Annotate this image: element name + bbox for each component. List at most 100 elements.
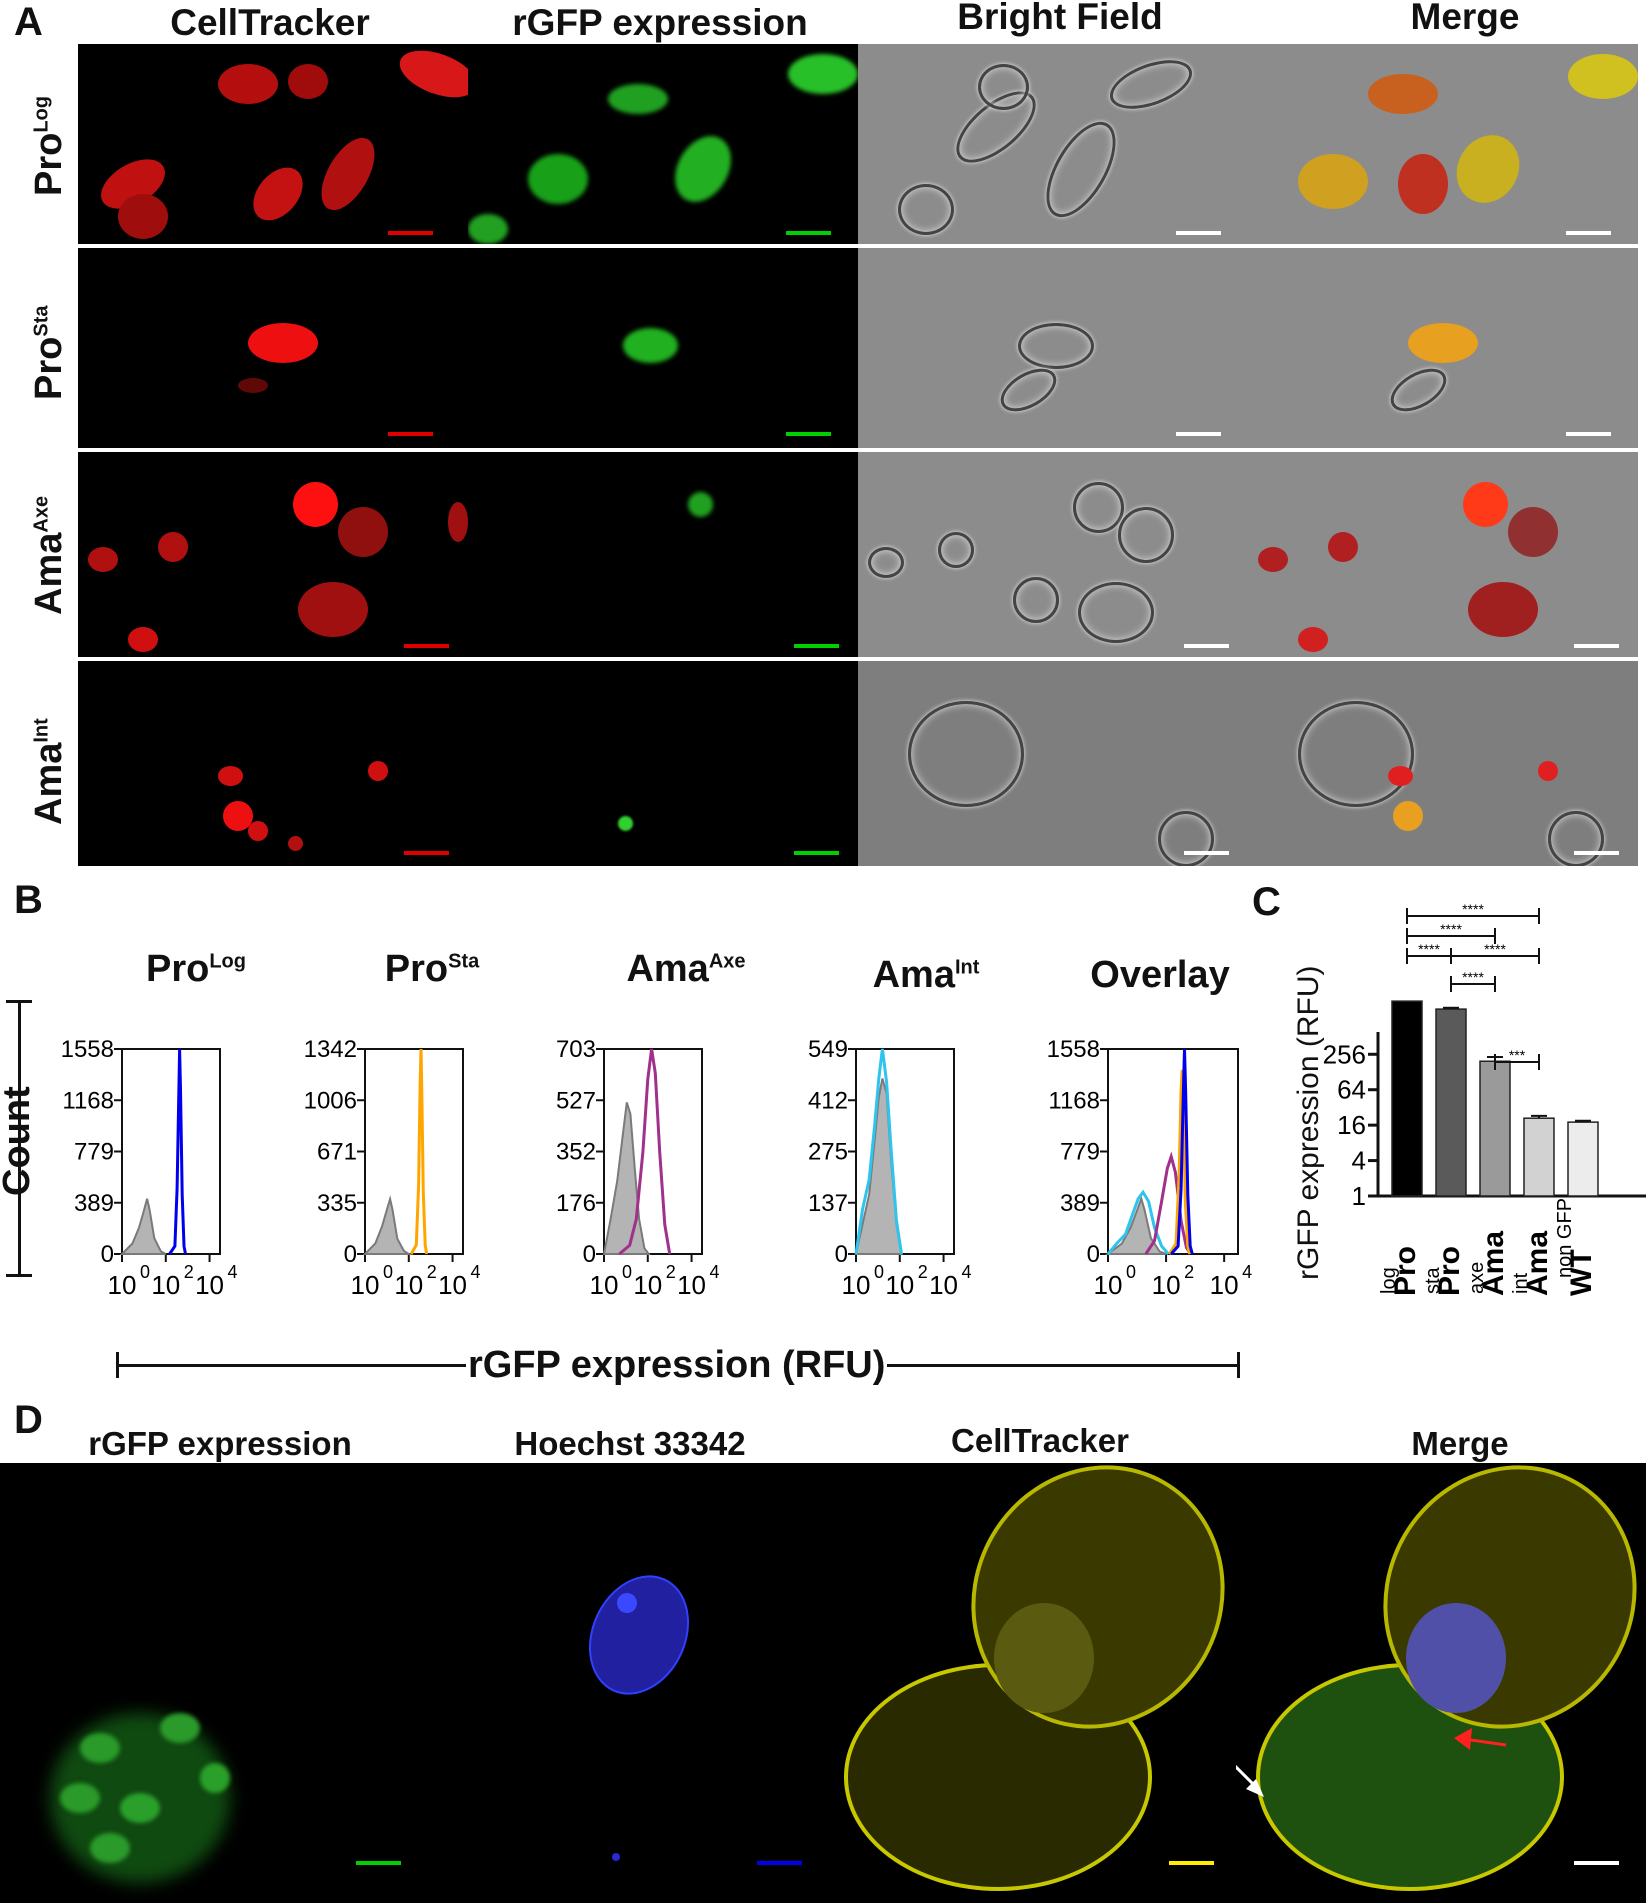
x-tick-exponent: 2 (1184, 1262, 1194, 1282)
count-bracket-top (6, 1000, 32, 1003)
image-prolog-rgfp (468, 44, 858, 244)
rfu-axis-label: rGFP expression (RFU) (466, 1344, 888, 1387)
series-ama-axe (1144, 1151, 1192, 1255)
hist-frame (1107, 1048, 1239, 1255)
bar-0 (1391, 1000, 1423, 1197)
y-tick-label: 549 (808, 1036, 848, 1063)
y-tick-label: 0 (101, 1241, 114, 1268)
count-bracket-bottom (6, 1274, 32, 1277)
y-tick-label: 1558 (61, 1036, 114, 1063)
significance-bracket: **** (1450, 941, 1540, 964)
image-amaint-celltracker (78, 661, 468, 866)
x-tick-exponent: 4 (962, 1262, 972, 1282)
significance-bracket: **** (1450, 969, 1496, 992)
x-tick-label: 10 (108, 1270, 137, 1300)
image-prosta-brightfield (858, 248, 1248, 448)
x-tick-exponent: 2 (918, 1262, 928, 1282)
significance-bracket: **** (1406, 921, 1496, 944)
series-ama-int (854, 1048, 903, 1255)
y-tick-label: 412 (808, 1087, 848, 1114)
x-tick-exponent: 0 (383, 1262, 393, 1282)
bar-y-tick-label: 16 (1337, 1110, 1366, 1140)
count-bracket-vertical (18, 1000, 21, 1276)
significance-label: **** (1440, 921, 1462, 937)
image-amaaxe-merge (1248, 452, 1638, 657)
panel-b-letter: B (14, 878, 43, 922)
series-pro-log (1170, 1048, 1194, 1255)
image-prolog-merge (1248, 44, 1638, 244)
y-tick-label: 527 (556, 1087, 596, 1114)
y-tick-label: 0 (583, 1241, 596, 1268)
hist-title-amaaxe: AmaAxe (626, 948, 746, 990)
significance-label: **** (1462, 901, 1484, 917)
y-tick-label: 176 (556, 1190, 596, 1217)
x-tick-label: 10 (590, 1270, 619, 1300)
series-pro-log (168, 1048, 187, 1255)
bar-2 (1479, 1060, 1511, 1197)
bar-y-tick-label: 4 (1352, 1146, 1366, 1176)
y-tick-label: 275 (808, 1139, 848, 1166)
x-tick-label: 10 (842, 1270, 871, 1300)
x-tick-label: 10 (195, 1270, 224, 1300)
image-d-rgfp (0, 1463, 412, 1903)
panel-d-col-celltracker: CellTracker (951, 1422, 1129, 1459)
bar-category-label: Ama (1477, 1231, 1510, 1296)
y-tick-label: 1006 (304, 1087, 357, 1114)
bar-category-sup: log (1378, 1267, 1400, 1294)
bar-category-sup: non GFP (1554, 1198, 1576, 1278)
y-tick-label: 1168 (1048, 1087, 1100, 1114)
series-pro-sta (1168, 1069, 1192, 1255)
hist-title-prosta: ProSta (384, 948, 480, 990)
x-tick-label: 10 (885, 1270, 914, 1300)
hist-frame (121, 1048, 221, 1255)
x-tick-exponent: 0 (874, 1262, 884, 1282)
image-prosta-rgfp (468, 248, 858, 448)
image-d-hoechst (412, 1463, 824, 1903)
panel-d-col-rgfp: rGFP expression (88, 1425, 352, 1462)
bar-category-sup: sta (1422, 1266, 1444, 1294)
x-tick-label: 10 (1094, 1270, 1123, 1300)
significance-label: **** (1462, 969, 1484, 985)
significance-bracket: **** (1406, 901, 1540, 924)
bar-category-sup: axe (1466, 1262, 1488, 1294)
panel-a-col-brightfield: Bright Field (957, 0, 1163, 37)
significance-label: **** (1418, 941, 1440, 957)
image-d-celltracker (824, 1463, 1236, 1903)
x-tick-label: 10 (151, 1270, 180, 1300)
panel-d-col-hoechst: Hoechst 33342 (514, 1425, 746, 1462)
x-tick-label: 10 (633, 1270, 662, 1300)
y-tick-label: 352 (556, 1139, 596, 1166)
image-d-merge (1236, 1463, 1646, 1903)
bar-y-tick-label: 64 (1337, 1075, 1366, 1105)
y-tick-label: 703 (556, 1036, 596, 1063)
hist-title-overlay: Overlay (1090, 954, 1230, 996)
panel-a-row-prolog: ProLog (28, 95, 70, 196)
rfu-bracket-right (1237, 1352, 1240, 1378)
bar-category-sup: int (1510, 1272, 1532, 1294)
x-tick-exponent: 4 (471, 1262, 481, 1282)
image-prosta-celltracker (78, 248, 468, 448)
y-tick-label: 0 (344, 1241, 357, 1268)
significance-bracket: *** (1494, 1047, 1540, 1070)
bar-category-label: Ama (1521, 1231, 1554, 1296)
x-tick-exponent: 2 (184, 1262, 194, 1282)
panel-a-row-amaaxe: AmaAxe (28, 495, 70, 615)
significance-label: *** (1509, 1047, 1526, 1063)
y-tick-label: 335 (317, 1190, 357, 1217)
bar-3 (1523, 1117, 1555, 1197)
image-amaaxe-brightfield (858, 452, 1248, 657)
red-arrow (1463, 1737, 1507, 1747)
y-tick-label: 137 (808, 1190, 848, 1217)
image-prosta-merge (1248, 248, 1638, 448)
red-arrowhead (1454, 1728, 1472, 1750)
x-tick-label: 10 (1152, 1270, 1181, 1300)
x-tick-label: 10 (351, 1270, 380, 1300)
series-ama-axe (618, 1048, 672, 1256)
image-prolog-celltracker (78, 44, 468, 244)
